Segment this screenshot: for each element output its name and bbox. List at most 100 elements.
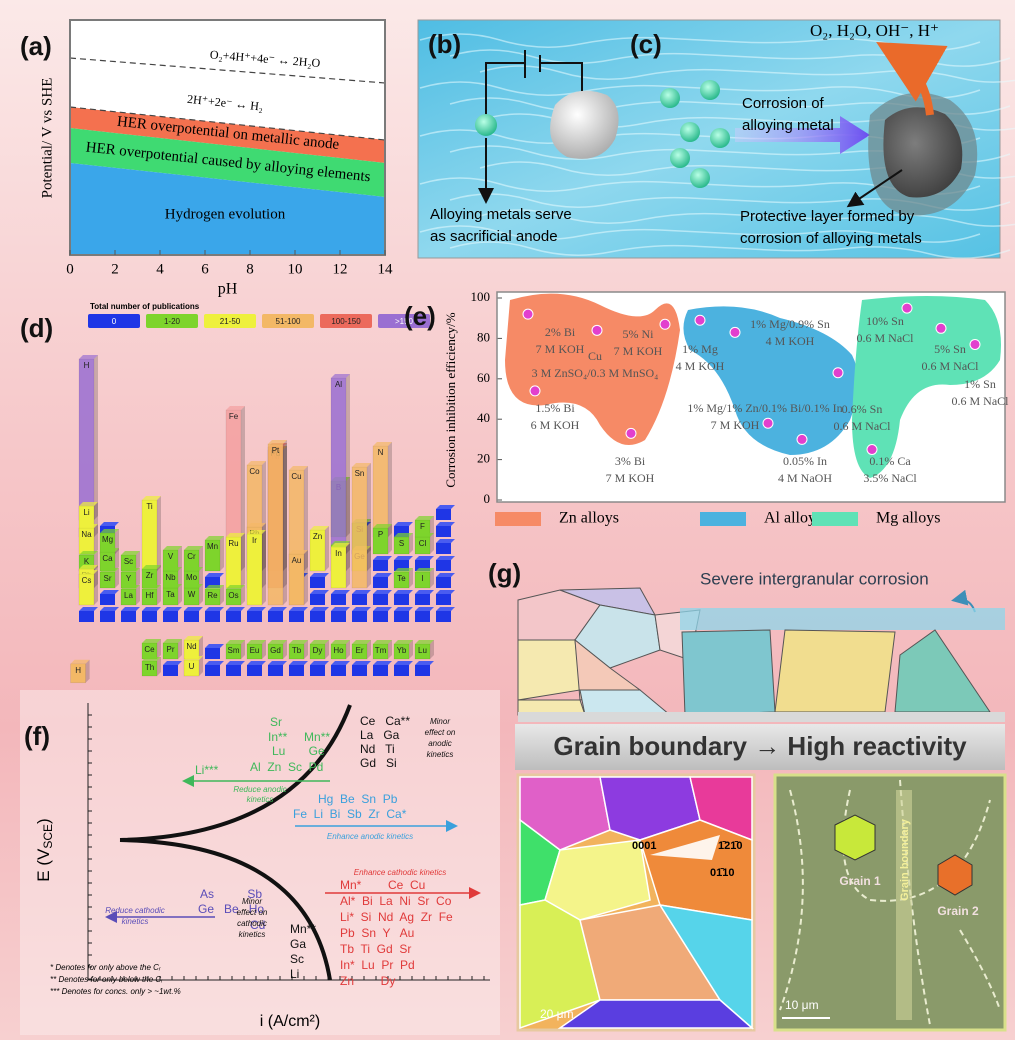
element-bar-top xyxy=(100,548,119,552)
grain-block xyxy=(681,629,776,716)
element-bar-top xyxy=(142,496,161,500)
data-label: 5% Sn xyxy=(934,342,966,356)
region xyxy=(70,128,385,197)
effect-note: Reduce cathodic xyxy=(105,906,165,915)
legend-label: 51-100 xyxy=(276,317,301,326)
element-bar-side xyxy=(325,640,329,659)
element-list: In** Mn** xyxy=(268,730,330,744)
element-bar xyxy=(78,358,95,521)
element-bar-side xyxy=(85,659,90,683)
element-bar-top xyxy=(331,640,350,644)
boundary-band xyxy=(896,790,912,1020)
element-symbol: Li xyxy=(83,508,89,517)
plot-frame xyxy=(69,19,386,256)
element-list: Ce Ca** xyxy=(360,714,410,728)
tile-top xyxy=(226,661,245,665)
tile-top xyxy=(436,505,455,509)
grain-boundary-line xyxy=(779,779,1001,1026)
element-bar-side xyxy=(283,446,287,571)
grain xyxy=(519,776,611,851)
alloy-ball xyxy=(680,122,700,142)
element-symbol: Ti xyxy=(146,502,153,511)
element-symbol: Ca xyxy=(102,554,113,563)
empty-tile xyxy=(352,665,367,676)
legend-swatch xyxy=(204,314,256,328)
data-label: 7 M KOH xyxy=(606,471,655,485)
y-axis-label: E (VSCE) xyxy=(34,818,55,881)
element-list: Al* Bi La Ni Sr Co xyxy=(340,894,452,908)
element-list: Li*** xyxy=(195,763,219,777)
element-bar-side xyxy=(367,463,371,588)
corroded-metal xyxy=(883,107,963,198)
element-bar-side xyxy=(283,443,287,588)
alloy-ball xyxy=(700,80,720,100)
substrate xyxy=(518,712,1005,722)
tile-top xyxy=(331,590,350,594)
tile-top xyxy=(205,573,224,577)
y-tick-label: 80 xyxy=(477,329,490,344)
element-list: Pb Sn Y Au xyxy=(340,926,414,940)
empty-tile xyxy=(394,665,409,676)
element-symbol: Ce xyxy=(144,645,155,654)
element-bar-top xyxy=(310,640,329,644)
empty-tile xyxy=(163,611,178,622)
al-region xyxy=(683,306,859,455)
alloy-ball xyxy=(690,168,710,188)
element-symbol: V xyxy=(168,552,174,561)
element-bar-side xyxy=(115,568,119,588)
x-axis-label: pH xyxy=(218,281,238,298)
empty-tile xyxy=(310,665,325,676)
water-caustic xyxy=(419,225,981,243)
empty-tile xyxy=(415,611,430,622)
tile-top xyxy=(373,661,392,665)
element-bar-top xyxy=(247,523,266,527)
element-bar-top xyxy=(184,636,203,640)
element-bar-side xyxy=(136,551,140,571)
element-bar-side xyxy=(199,636,203,659)
element-symbol: I xyxy=(421,574,423,583)
element-bar-side xyxy=(94,355,98,520)
panel-label: (f) xyxy=(24,721,50,751)
empty-tile xyxy=(415,560,430,571)
element-bar-top xyxy=(163,567,182,571)
data-label: 7 M KOH xyxy=(711,418,760,432)
tile-top xyxy=(415,661,434,665)
element-list: Li xyxy=(290,967,299,981)
empty-tile xyxy=(310,577,325,588)
element-symbol: Sm xyxy=(228,646,240,655)
tile-top xyxy=(268,661,287,665)
element-symbol: H xyxy=(75,666,81,675)
element-bar-side xyxy=(430,533,434,554)
axes xyxy=(87,703,490,981)
empty-tile xyxy=(373,560,388,571)
arrow xyxy=(846,169,903,208)
element-bar-side xyxy=(430,516,434,537)
empty-tile xyxy=(436,594,451,605)
tile-top xyxy=(352,661,371,665)
tile-top xyxy=(205,661,224,665)
element-symbol: S xyxy=(399,539,404,548)
element-bar-top xyxy=(415,568,434,572)
data-label: 3% Bi xyxy=(615,454,646,468)
footnote: ** Denotes for only below the Cᵣ xyxy=(50,975,163,984)
element-bar-side xyxy=(241,585,245,605)
element-bar-side xyxy=(157,657,161,676)
element-bar-side xyxy=(241,406,245,571)
tile-top xyxy=(205,644,224,648)
data-label: 7 M KOH xyxy=(536,342,585,356)
tile-top xyxy=(142,607,161,611)
element-symbol: Ho xyxy=(333,646,344,655)
empty-tile xyxy=(142,611,157,622)
empty-tile xyxy=(373,594,388,605)
element-bar-side xyxy=(199,584,203,605)
element-bar-side xyxy=(241,533,245,588)
o2-line xyxy=(69,57,386,84)
ebsd-label: 1̄21̄0 xyxy=(718,840,742,852)
x-tick-label: 4 xyxy=(156,261,164,277)
empty-tile xyxy=(415,594,430,605)
panel-label: (c) xyxy=(630,29,662,59)
element-symbol: Mn xyxy=(207,542,218,551)
data-label: 7 M KOH xyxy=(614,344,663,358)
element-list: Hg Be Sn Pb xyxy=(318,792,398,806)
